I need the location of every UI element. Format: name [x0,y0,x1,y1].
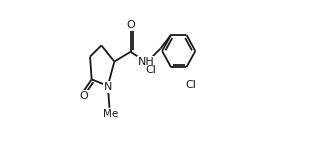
Text: Me: Me [103,109,119,119]
Text: Cl: Cl [185,80,196,90]
Text: O: O [79,91,88,101]
Text: O: O [126,20,135,30]
Text: Cl: Cl [145,65,156,75]
Text: N: N [104,82,112,92]
Text: NH: NH [138,57,155,67]
